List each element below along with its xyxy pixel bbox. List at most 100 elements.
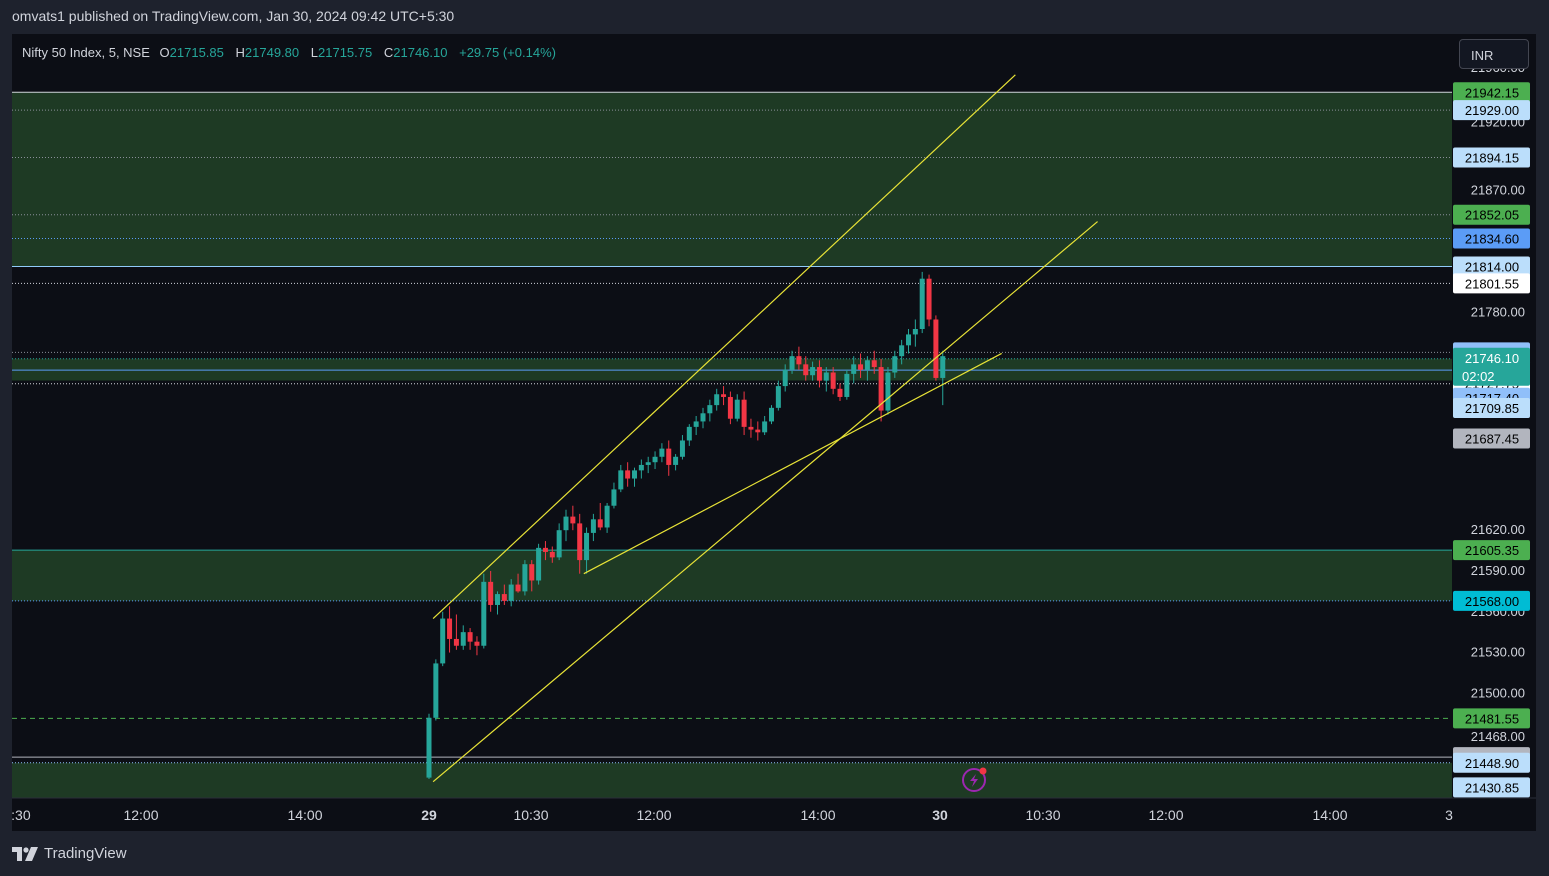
candle-body [851,364,857,374]
last-price-label-bg [1453,347,1530,386]
candle-body [453,638,459,646]
candles-layer [426,271,946,779]
y-tick-label: 21500.00 [1471,685,1525,700]
alert-icon[interactable] [962,767,987,792]
candle-body [762,421,768,433]
candle-body [508,584,514,601]
candle-body [912,328,918,335]
x-tick-label: 12:00 [636,807,671,823]
price-label-bg [1453,398,1530,419]
y-tick-label: 21590.00 [1471,563,1525,578]
x-tick-label: 3 [1445,807,1453,823]
candle-body [590,519,596,533]
candle-body [597,519,603,528]
candle-body [803,364,809,376]
candle-body [474,641,480,646]
candle-body [433,663,439,718]
x-tick-label: 29 [421,807,437,823]
candle-body [447,618,453,639]
candle-body [926,278,932,320]
candle-body [707,405,713,414]
candle-body [906,334,911,346]
candle-body [611,489,617,506]
price-label-text: 21448.90 [1465,756,1519,771]
price-label-text: 21814.00 [1465,259,1519,274]
candle-body [885,372,891,411]
candle-body [652,456,658,463]
publisher-caption: omvats1 published on TradingView.com, Ja… [12,8,455,24]
open-value: 21715.85 [169,45,224,60]
last-price-text: 21746.10 [1465,351,1519,366]
candle-body [816,367,822,381]
horizontal-lines-layer [12,91,1452,764]
x-tick-label: 12:00 [1148,807,1183,823]
price-label-bg [1453,540,1530,561]
symbol-name[interactable]: Nifty 50 Index, 5, NSE [22,45,150,60]
candle-body [536,547,542,581]
candle-body [858,364,864,370]
x-tick-label: 10:30 [513,807,548,823]
price-chart[interactable]: 21960.0021920.0021870.0021780.0021620.00… [12,34,1536,831]
candle-body [933,319,939,378]
high-label: H [235,45,245,60]
open-label: O [159,45,170,60]
candle-body [584,532,590,561]
candle-body [844,373,850,397]
candle-body [721,394,727,397]
candle-body [501,594,507,601]
price-label-bg [1453,256,1530,277]
zones-layer [12,92,1452,798]
y-tick-label: 21780.00 [1471,305,1525,320]
zone-band [12,550,1452,601]
candle-body [810,367,816,376]
close-label: C [383,45,394,60]
candle-body [714,394,720,406]
candle-body [700,413,706,422]
candle-body [618,470,624,490]
candle-body [769,407,774,422]
candle-body [467,632,473,642]
low-value: 21715.75 [318,45,373,60]
candle-body [638,464,644,471]
candle-body [755,429,761,433]
price-label-text: 21834.60 [1465,231,1519,246]
currency-button[interactable]: INR [1459,39,1529,69]
candle-body [679,440,685,457]
y-tick-label: 21530.00 [1471,645,1525,660]
candle-body [577,523,583,561]
price-label-text: 21929.00 [1465,103,1519,118]
x-tick-label: 14:00 [287,807,322,823]
price-label-text: 21687.45 [1465,431,1519,446]
x-tick-label: 10:30 [1025,807,1060,823]
chart-frame[interactable]: 21960.0021920.0021870.0021780.0021620.00… [12,34,1536,831]
price-label-text: 21430.85 [1465,780,1519,795]
candle-body [775,386,781,408]
price-label-text: 21605.35 [1465,543,1519,558]
tradingview-brand-name: TradingView [44,845,127,862]
candle-body [481,581,487,646]
candle-body [542,547,548,552]
tradingview-logo[interactable]: TradingView [12,845,127,862]
price-label-bg [1453,777,1530,798]
candle-body [563,516,569,531]
price-label-bg [1453,228,1530,249]
zone-band [12,762,1452,798]
candle-body [782,369,788,387]
price-label-text: 21568.00 [1465,594,1519,609]
candle-body [823,372,829,381]
candle-body [878,367,884,411]
candle-body [460,632,466,646]
low-label: L [310,45,318,60]
change-value: +29.75 (+0.14%) [459,45,556,60]
price-label-bg [1453,273,1530,294]
candle-body [488,581,494,605]
price-label-bg [1453,590,1530,611]
price-label-bg [1453,82,1530,103]
candle-body [864,360,870,370]
candle-body [734,399,740,419]
candle-body [741,399,747,427]
candle-body [892,356,898,373]
candle-body [556,530,562,558]
price-label-bg [1453,428,1530,449]
x-tick-labels: 9:30 12:00 14:00 29 10:30 12:00 14:00 30 10:30 12… [12,807,1453,823]
